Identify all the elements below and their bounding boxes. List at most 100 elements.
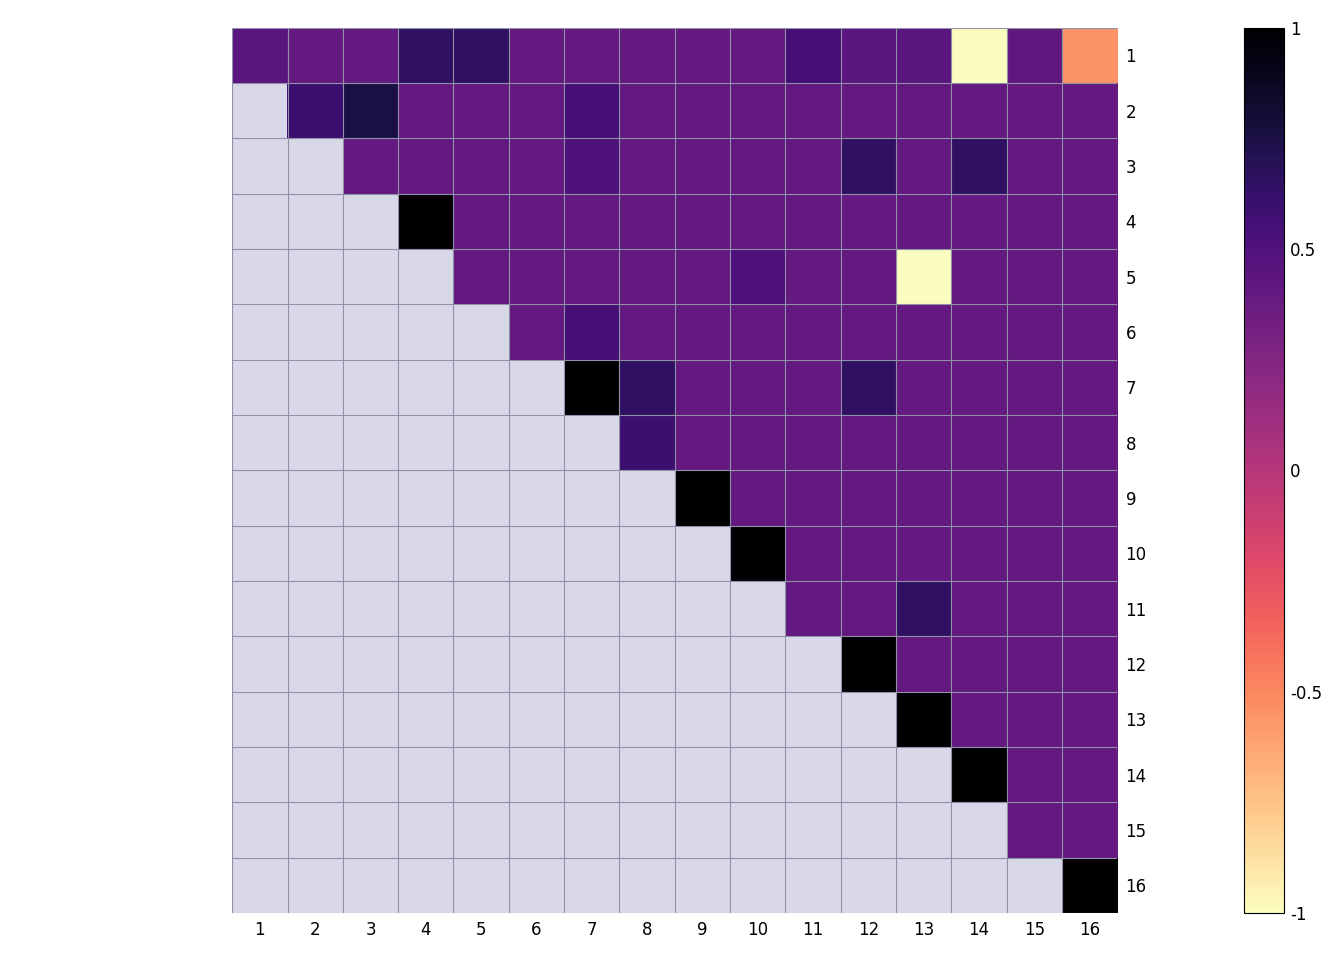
Bar (453, 636, 509, 691)
Bar (509, 691, 564, 747)
Bar (564, 581, 620, 636)
Bar (398, 470, 453, 526)
Bar (343, 857, 398, 913)
Bar (675, 526, 730, 581)
Bar (343, 415, 398, 470)
Bar (509, 636, 564, 691)
Bar (675, 803, 730, 857)
Bar (343, 636, 398, 691)
Bar (509, 803, 564, 857)
Bar (620, 636, 675, 691)
Bar (233, 194, 288, 249)
Bar (453, 581, 509, 636)
Bar (564, 636, 620, 691)
Bar (564, 526, 620, 581)
Bar (564, 415, 620, 470)
Bar (233, 470, 288, 526)
Bar (840, 747, 896, 803)
Bar (509, 360, 564, 415)
Bar (233, 803, 288, 857)
Bar (453, 526, 509, 581)
Bar (675, 857, 730, 913)
Bar (730, 581, 785, 636)
Bar (233, 360, 288, 415)
Bar (398, 747, 453, 803)
Bar (509, 857, 564, 913)
Bar (840, 857, 896, 913)
Bar (675, 691, 730, 747)
Bar (730, 747, 785, 803)
Bar (564, 857, 620, 913)
Bar (620, 747, 675, 803)
Bar (288, 249, 343, 304)
Bar (398, 581, 453, 636)
Bar (343, 803, 398, 857)
Bar (398, 803, 453, 857)
Bar (453, 747, 509, 803)
Bar (675, 581, 730, 636)
Bar (343, 470, 398, 526)
Bar (896, 803, 952, 857)
Bar (233, 84, 288, 138)
Bar (398, 857, 453, 913)
Bar (564, 470, 620, 526)
Bar (288, 526, 343, 581)
Bar (620, 691, 675, 747)
Bar (453, 360, 509, 415)
Bar (509, 747, 564, 803)
Bar (343, 691, 398, 747)
Bar (620, 803, 675, 857)
Bar (453, 304, 509, 360)
Bar (288, 470, 343, 526)
Bar (343, 747, 398, 803)
Bar (288, 857, 343, 913)
Bar (288, 747, 343, 803)
Bar (509, 581, 564, 636)
Bar (398, 249, 453, 304)
Bar (509, 415, 564, 470)
Bar (288, 304, 343, 360)
Bar (840, 691, 896, 747)
Bar (343, 360, 398, 415)
Bar (288, 360, 343, 415)
Bar (343, 526, 398, 581)
Bar (730, 636, 785, 691)
Bar (509, 526, 564, 581)
Bar (233, 304, 288, 360)
Bar (233, 747, 288, 803)
Bar (233, 857, 288, 913)
Bar (288, 691, 343, 747)
Bar (233, 526, 288, 581)
Bar (675, 636, 730, 691)
Bar (730, 691, 785, 747)
Bar (398, 304, 453, 360)
Bar (620, 581, 675, 636)
Bar (785, 747, 840, 803)
Bar (785, 636, 840, 691)
Bar (288, 636, 343, 691)
Bar (564, 803, 620, 857)
Bar (509, 470, 564, 526)
Bar (343, 304, 398, 360)
Bar (288, 415, 343, 470)
Bar (343, 194, 398, 249)
Bar (730, 803, 785, 857)
Bar (620, 526, 675, 581)
Bar (730, 857, 785, 913)
Bar (564, 747, 620, 803)
Bar (233, 415, 288, 470)
Bar (288, 194, 343, 249)
Bar (343, 249, 398, 304)
Bar (233, 138, 288, 194)
Bar (952, 803, 1007, 857)
Bar (398, 691, 453, 747)
Bar (896, 747, 952, 803)
Bar (343, 581, 398, 636)
Bar (453, 691, 509, 747)
Bar (398, 636, 453, 691)
Bar (840, 803, 896, 857)
Bar (453, 803, 509, 857)
Bar (453, 857, 509, 913)
Bar (398, 415, 453, 470)
Bar (398, 360, 453, 415)
